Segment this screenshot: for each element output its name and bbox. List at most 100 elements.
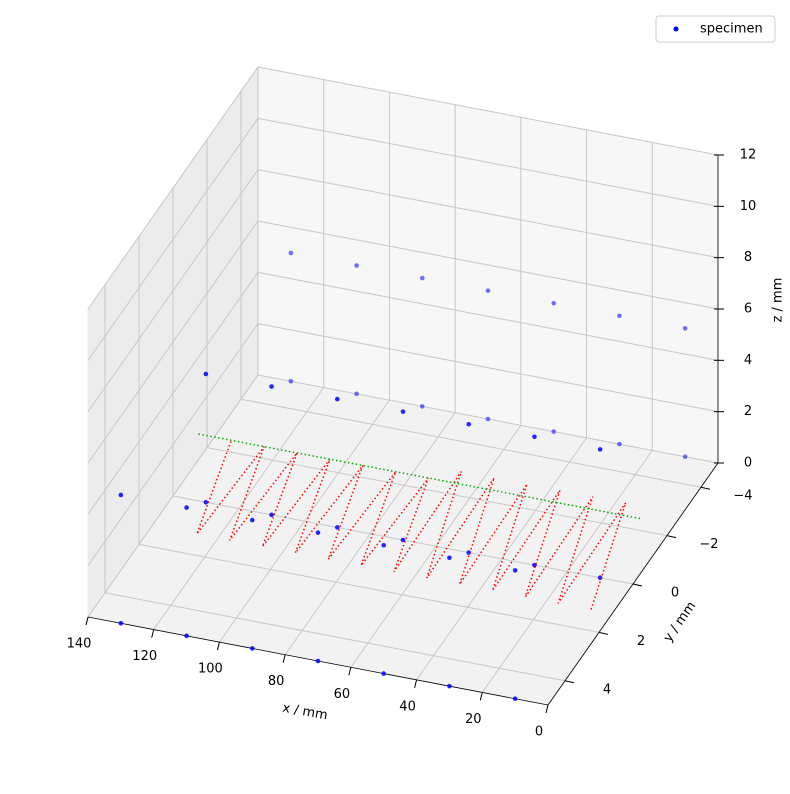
- x-tick-label: 60: [334, 687, 351, 702]
- x-tick-label: 80: [268, 674, 285, 689]
- y-tick-label: 0: [671, 586, 679, 601]
- x-tick-label: 0: [535, 725, 543, 740]
- dotted-line: [198, 433, 643, 520]
- x-tick: [545, 704, 549, 714]
- point: [334, 525, 340, 530]
- point: [400, 537, 406, 543]
- x-tick: [414, 679, 418, 688]
- grid-line: [257, 117, 719, 207]
- grid-line: [87, 118, 259, 361]
- point: [485, 416, 491, 422]
- z-tick-label: 2: [744, 404, 752, 419]
- grid-line: [138, 543, 600, 633]
- point: [354, 391, 359, 397]
- point: [597, 447, 603, 452]
- point: [512, 568, 518, 573]
- x-tick: [216, 642, 220, 651]
- x-tick-label: 20: [465, 712, 482, 727]
- x-tick-label: 100: [198, 662, 223, 677]
- legend-marker: [673, 26, 679, 32]
- y-tick-label: −2: [699, 537, 718, 552]
- panes: [87, 65, 719, 706]
- point: [419, 275, 425, 281]
- y-tick-label: 4: [603, 682, 611, 697]
- x-tick-label: 140: [67, 637, 92, 652]
- x-tick: [479, 692, 483, 701]
- y-tick: [598, 631, 609, 635]
- grid-line: [257, 271, 719, 361]
- point: [682, 326, 688, 331]
- point: [447, 683, 452, 689]
- point: [485, 288, 491, 293]
- point: [466, 550, 472, 555]
- y-tick: [666, 535, 677, 539]
- point: [512, 696, 518, 702]
- grid-line: [87, 220, 259, 464]
- point: [184, 633, 189, 639]
- z-tick-label: 4: [744, 353, 752, 368]
- point: [617, 313, 622, 319]
- y-tick-label: 2: [637, 634, 645, 649]
- grid-line: [104, 592, 566, 682]
- point: [118, 620, 124, 626]
- point: [532, 434, 537, 440]
- x-tick-label: 120: [132, 649, 157, 664]
- z-axis-label: z / mm: [771, 278, 786, 323]
- point: [118, 492, 124, 498]
- point: [617, 441, 622, 447]
- grid-line: [87, 169, 259, 412]
- point: [447, 555, 452, 561]
- grid-line: [240, 398, 702, 488]
- point: [381, 542, 387, 548]
- point: [551, 300, 557, 306]
- point: [334, 396, 340, 402]
- point: [249, 517, 255, 523]
- z-tick-label: 0: [744, 456, 752, 471]
- point: [315, 530, 321, 535]
- point: [288, 250, 294, 256]
- point: [682, 454, 688, 460]
- grid-line: [257, 169, 719, 259]
- z-tick-label: 10: [740, 199, 757, 214]
- legend-label: specimen: [700, 22, 763, 37]
- y-tick-label: −4: [733, 489, 752, 504]
- grid-line: [87, 272, 259, 515]
- point: [315, 658, 321, 664]
- point: [466, 421, 472, 427]
- grid-line: [206, 447, 668, 537]
- point: [203, 371, 209, 377]
- z-tick-label: 6: [744, 302, 752, 317]
- y-axis-label: y / mm: [661, 599, 699, 645]
- point: [419, 404, 425, 409]
- z-tick-label: 8: [744, 250, 752, 265]
- point: [203, 499, 209, 505]
- x-tick-label: 40: [399, 699, 416, 714]
- axis-line: [547, 462, 719, 706]
- point: [381, 671, 387, 676]
- z-tick-label: 12: [740, 148, 757, 163]
- grid-line: [87, 374, 259, 618]
- point: [400, 409, 406, 414]
- x-tick: [85, 616, 89, 626]
- grid-line: [257, 323, 719, 413]
- point: [269, 512, 274, 518]
- x-tick: [348, 667, 352, 676]
- grid-line: [87, 323, 259, 566]
- point: [288, 378, 294, 384]
- point: [184, 505, 189, 510]
- point: [551, 429, 557, 434]
- x-axis-label: x / mm: [281, 701, 329, 724]
- x-tick: [282, 654, 286, 663]
- grid-line: [257, 220, 719, 310]
- point: [249, 646, 255, 651]
- dotted-line: [196, 440, 627, 610]
- y-tick: [700, 486, 711, 490]
- grid-line: [257, 66, 719, 156]
- x-tick: [151, 629, 155, 638]
- y-tick: [632, 583, 643, 587]
- point: [354, 263, 359, 268]
- y-tick: [564, 680, 575, 684]
- legend-box: [655, 15, 776, 43]
- point: [269, 384, 274, 389]
- grid-line: [87, 66, 259, 310]
